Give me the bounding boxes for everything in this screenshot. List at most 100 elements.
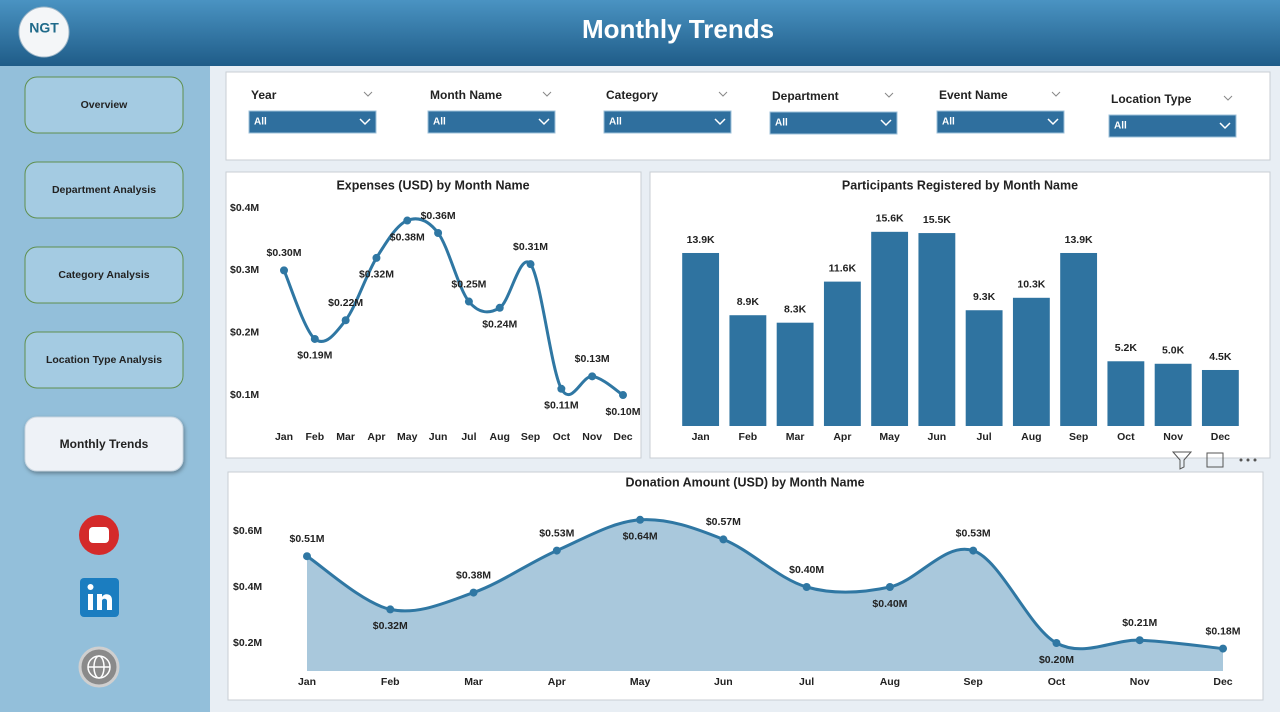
nav-label: Monthly Trends [60, 437, 149, 451]
dropdown-chevron [880, 119, 892, 127]
filter-value: All [609, 117, 622, 128]
x-tick-label: Dec [1213, 676, 1232, 688]
logo [18, 6, 70, 58]
x-tick-label: Oct [553, 431, 571, 443]
linkedin-glyph [87, 584, 94, 590]
linkedin-glyph [97, 594, 112, 610]
data-label: $0.25M [451, 278, 486, 290]
bar [682, 252, 720, 426]
point [526, 260, 535, 269]
x-tick-label: Dec [613, 431, 632, 443]
x-tick-label: Aug [880, 676, 900, 688]
data-label: $0.51M [289, 533, 324, 545]
bar [871, 231, 909, 426]
y-tick-label: $0.2M [233, 637, 262, 649]
bar [823, 281, 861, 426]
focus-icon[interactable] [1206, 452, 1224, 468]
data-label: 11.6K [829, 262, 857, 274]
linkedin-glyph [88, 594, 93, 610]
filter-dropdown[interactable] [427, 110, 556, 134]
filter-value: All [942, 117, 955, 128]
x-tick-label: Jun [928, 431, 947, 443]
y-tick-label: $0.6M [233, 525, 262, 537]
filter-label: Department [772, 89, 839, 103]
x-tick-label: Jan [298, 676, 316, 688]
data-label: 15.5K [923, 214, 951, 226]
filter-label: Category [606, 88, 658, 102]
point [495, 303, 504, 312]
data-label: $0.30M [266, 247, 301, 259]
filter-dropdown[interactable] [769, 111, 898, 135]
filter-chevron [884, 92, 894, 98]
filter-chevron [363, 91, 373, 97]
point [372, 253, 381, 262]
x-tick-label: May [397, 431, 418, 443]
filter-label: Year [251, 88, 277, 102]
point [403, 216, 412, 225]
point [885, 583, 894, 591]
dropdown-chevron [714, 118, 726, 126]
x-tick-label: Aug [490, 431, 510, 443]
data-label: $0.36M [421, 210, 456, 222]
point [1135, 636, 1144, 645]
data-label: $0.22M [328, 297, 363, 309]
bar [1060, 252, 1098, 426]
x-tick-label: Feb [381, 676, 400, 688]
point [802, 583, 811, 591]
point [552, 546, 561, 555]
filter-dropdown[interactable] [936, 110, 1065, 134]
filter-label: Month Name [430, 88, 502, 102]
nav-button[interactable] [24, 331, 184, 389]
x-tick-label: Feb [305, 431, 324, 443]
bar [1201, 369, 1239, 426]
data-label: 5.0K [1162, 345, 1185, 357]
x-tick-label: Jun [714, 676, 733, 688]
charts: Expenses (USD) by Month Name $0.1M $0.2M $0… [230, 178, 1241, 687]
nav-button[interactable] [24, 76, 184, 134]
x-tick-label: Nov [582, 431, 602, 443]
data-label: $0.53M [539, 527, 574, 539]
nav-button[interactable] [24, 246, 184, 304]
x-tick-label: May [630, 676, 651, 688]
area [307, 519, 1223, 671]
bar [1012, 297, 1050, 426]
chart-panel [225, 171, 642, 459]
x-tick-label: Sep [964, 676, 983, 688]
nav-button[interactable] [24, 161, 184, 219]
dropdown-chevron [538, 118, 550, 126]
data-label: $0.31M [513, 241, 548, 253]
x-tick-label: Nov [1163, 431, 1183, 443]
point [619, 391, 627, 400]
filter-dropdown[interactable] [1108, 114, 1237, 138]
x-tick-label: Jul [977, 431, 992, 443]
x-tick-label: Jan [275, 431, 293, 443]
point [1219, 644, 1227, 653]
filter-label: Event Name [939, 88, 1008, 102]
x-tick-label: Mar [786, 431, 805, 443]
filter-dropdown[interactable] [248, 110, 377, 134]
point [636, 515, 645, 524]
nav-label: Department Analysis [52, 184, 156, 196]
x-tick-label: Apr [367, 431, 385, 443]
filter-panel [225, 71, 1271, 161]
dropdown-chevron [1047, 118, 1059, 126]
more-icon[interactable] [1239, 458, 1257, 462]
x-tick-label: Oct [1117, 431, 1135, 443]
nav-label: Location Type Analysis [46, 354, 162, 366]
bar [918, 233, 956, 426]
data-label: 13.9K [1065, 234, 1093, 246]
bar [965, 310, 1003, 426]
dropdown-chevron [1219, 122, 1231, 130]
data-label: $0.13M [575, 353, 610, 365]
y-tick-label: $0.2M [230, 326, 259, 338]
filter-icon[interactable] [1171, 451, 1193, 470]
point [1052, 639, 1061, 647]
data-label: 9.3K [973, 291, 996, 303]
x-tick-label: Dec [1211, 431, 1230, 443]
data-label: 4.5K [1209, 351, 1232, 363]
nav-button[interactable] [24, 416, 184, 472]
filter-dropdown[interactable] [603, 110, 732, 134]
point [464, 297, 473, 306]
